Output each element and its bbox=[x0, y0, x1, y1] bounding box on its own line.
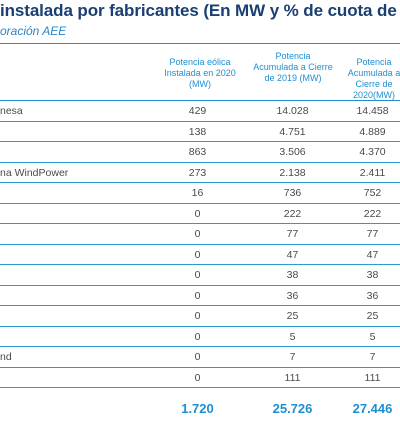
accumulated-2020-cell: 5 bbox=[369, 330, 376, 343]
accumulated-2019-cell: 7 bbox=[289, 351, 296, 363]
table-row: 0 38 38 bbox=[0, 265, 400, 286]
table-row: 0 25 25 bbox=[0, 306, 400, 327]
accumulated-2019-cell: 222 bbox=[283, 207, 302, 220]
accumulated-2020-cell: 38 bbox=[366, 269, 379, 281]
table-row: 0 36 36 bbox=[0, 286, 400, 306]
accumulated-2019-cell: 25 bbox=[286, 310, 299, 322]
table-title: instalada por fabricantes (En MW y % de … bbox=[0, 1, 400, 20]
table-row: nd 0 7 7 bbox=[0, 347, 400, 368]
table-row: 0 77 77 bbox=[0, 224, 400, 245]
table-row: 0 111 111 bbox=[0, 368, 400, 388]
table-row: 0 5 5 bbox=[0, 327, 400, 347]
manufacturer-name: na WindPower bbox=[0, 166, 69, 179]
table-row: 138 4.751 4.889 bbox=[0, 122, 400, 142]
installed-2020-cell: 0 bbox=[194, 228, 201, 240]
accumulated-2019-cell: 736 bbox=[283, 187, 302, 199]
accumulated-2020-cell: 47 bbox=[366, 248, 379, 261]
table-row: nesa 429 14.028 14.458 bbox=[0, 101, 400, 122]
accumulated-2020-cell: 77 bbox=[366, 228, 379, 240]
installed-2020-cell: 0 bbox=[194, 207, 201, 220]
accumulated-2019-cell: 14.028 bbox=[276, 105, 309, 117]
installed-2020-cell: 0 bbox=[194, 351, 201, 363]
table-row: 16 736 752 bbox=[0, 183, 400, 204]
table-row: 863 3.506 4.370 bbox=[0, 142, 400, 163]
installed-2020-cell: 863 bbox=[188, 146, 207, 158]
accumulated-2020-cell: 4.889 bbox=[359, 125, 386, 138]
installed-2020-cell: 0 bbox=[194, 269, 201, 281]
installed-2020-cell: 138 bbox=[188, 125, 207, 138]
accumulated-2019-cell: 5 bbox=[289, 330, 296, 343]
installed-2020-cell: 16 bbox=[191, 187, 204, 199]
installed-2020-cell: 429 bbox=[188, 105, 207, 117]
accumulated-2019-cell: 4.751 bbox=[279, 125, 306, 138]
installed-2020-cell: 0 bbox=[194, 248, 201, 261]
accumulated-2020-cell: 36 bbox=[366, 289, 379, 302]
accumulated-2019-cell: 2.138 bbox=[279, 166, 306, 179]
accumulated-2020-cell: 752 bbox=[363, 187, 382, 199]
manufacturer-name: nesa bbox=[0, 105, 23, 117]
column-header-accumulated-2020: Potencia Acumulada a Cierre de 2020(MW) bbox=[347, 57, 400, 100]
accumulated-2019-cell: 111 bbox=[284, 371, 301, 384]
installed-2020-cell: 0 bbox=[194, 310, 201, 322]
manufacturer-name: nd bbox=[0, 351, 12, 363]
installed-2020-cell: 0 bbox=[194, 330, 201, 343]
accumulated-2020-cell: 14.458 bbox=[356, 105, 389, 117]
header-bottom-rule bbox=[0, 100, 400, 101]
accumulated-2019-cell: 77 bbox=[286, 228, 299, 240]
accumulated-2020-cell: 25 bbox=[366, 310, 379, 322]
installed-2020-cell: 0 bbox=[194, 289, 201, 302]
accumulated-2020-cell: 2.411 bbox=[359, 166, 386, 179]
column-header-installed-2020: Potencia eólica Instalada en 2020 (MW) bbox=[164, 57, 236, 89]
column-header-accumulated-2019: Potencia Acumulada a Cierre de 2019 (MW) bbox=[253, 51, 333, 83]
accumulated-2020-cell: 222 bbox=[363, 207, 382, 220]
installed-2020-cell: 0 bbox=[194, 371, 201, 384]
table-row: 0 222 222 bbox=[0, 204, 400, 224]
table-row: 0 47 47 bbox=[0, 245, 400, 265]
table-row: na WindPower 273 2.138 2.411 bbox=[0, 163, 400, 183]
total-installed-2020: 1.720 bbox=[181, 401, 214, 416]
installed-2020-cell: 273 bbox=[188, 166, 207, 179]
accumulated-2020-cell: 111 bbox=[364, 371, 381, 384]
accumulated-2019-cell: 3.506 bbox=[279, 146, 306, 158]
accumulated-2019-cell: 38 bbox=[286, 269, 299, 281]
table-source: oración AEE bbox=[0, 24, 67, 38]
accumulated-2019-cell: 47 bbox=[286, 248, 299, 261]
total-accumulated-2020: 27.446 bbox=[352, 401, 393, 416]
accumulated-2020-cell: 7 bbox=[369, 351, 376, 363]
accumulated-2019-cell: 36 bbox=[286, 289, 299, 302]
accumulated-2020-cell: 4.370 bbox=[359, 146, 386, 158]
total-accumulated-2019: 25.726 bbox=[272, 401, 313, 416]
header-top-rule bbox=[0, 43, 400, 44]
